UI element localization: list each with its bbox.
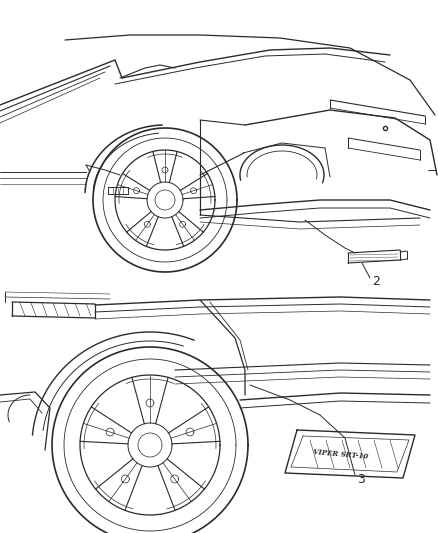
- Text: 2: 2: [371, 274, 379, 287]
- Text: VIPER SRT-10: VIPER SRT-10: [312, 448, 368, 461]
- Text: 3: 3: [356, 473, 364, 487]
- Text: 1: 1: [436, 166, 438, 179]
